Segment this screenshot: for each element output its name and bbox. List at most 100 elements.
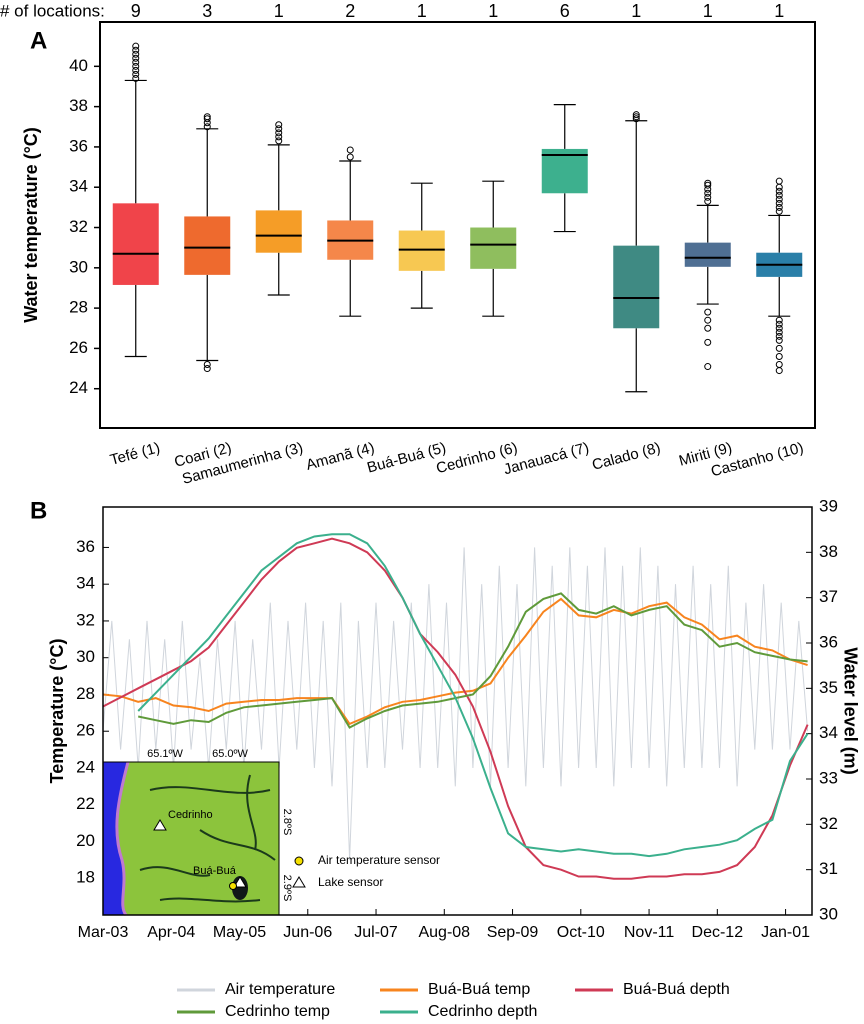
box [184,216,231,275]
y-axis-label: Temperature (°C) [47,639,67,784]
y2-axis-label: Water level (m) [840,647,860,774]
y-tick-label: 28 [76,684,95,703]
outlier [775,191,783,199]
y-tick-label: 30 [69,257,88,276]
legend-label: Cedrinho depth [428,1003,537,1020]
outlier [775,352,783,360]
y-tick-label: 40 [69,56,88,75]
x-tick-label: Tefé (1) [108,439,162,469]
x-tick-label: Buá-Buá (5) [365,439,448,476]
outlier [775,177,783,185]
outlier [632,111,640,119]
outlier [704,308,712,316]
y2-tick-label: 36 [819,632,838,651]
plot-frame [99,21,816,429]
x-tick-label: Jan-01 [761,924,810,941]
map-channel [199,829,276,861]
outlier [275,121,283,129]
box [613,245,660,329]
outlier [775,367,783,375]
outlier [132,66,140,74]
outlier [132,46,140,54]
count-label: 1 [631,1,641,21]
series-line [137,592,808,729]
y-tick-label: 20 [76,831,95,850]
x-tick-label: Apr-04 [147,924,195,941]
outlier [203,361,211,369]
outlier [346,153,354,161]
y-tick-label: 36 [69,136,88,155]
legend-marker [292,876,306,888]
lake-sensor [233,876,247,888]
outlier [704,179,712,187]
outlier [775,195,783,203]
outlier [704,181,712,189]
outlier [775,203,783,211]
y-tick-label: 32 [76,610,95,629]
lon-label: 65.1ºW [147,748,183,760]
y-tick-label: 18 [76,868,95,887]
outlier [775,361,783,369]
outlier [132,62,140,70]
box [255,210,302,253]
count-label: 9 [131,1,141,21]
outlier [775,187,783,195]
river-bank [115,761,130,916]
outlier [775,316,783,324]
outlier [775,328,783,336]
y-tick-label: 32 [69,217,88,236]
box [541,148,588,194]
y2-tick-label: 35 [819,678,838,697]
series-line [102,537,809,880]
y-tick-label: 24 [69,378,88,397]
outlier [775,336,783,344]
outlier [275,133,283,141]
map-channel [246,774,257,851]
site-label: Buá-Buá [193,865,237,877]
outlier [132,42,140,50]
outlier [275,137,283,145]
y2-tick-label: 39 [819,496,838,515]
series-line [102,597,808,726]
outlier [632,113,640,121]
outlier [704,197,712,205]
lon-label: 65.0ºW [212,748,248,760]
outlier [704,363,712,371]
legend-label: Buá-Buá temp [428,981,530,998]
outlier [775,332,783,340]
map-channel [159,897,261,903]
y2-tick-label: 37 [819,587,838,606]
count-label: 6 [560,1,570,21]
legend-label: Cedrinho temp [225,1003,330,1020]
site-label: Cedrinho [168,809,213,821]
count-label: 1 [774,1,784,21]
outlier [346,146,354,154]
outlier [704,193,712,201]
y-tick-label: 26 [69,338,88,357]
x-tick-label: Jun-06 [283,924,332,941]
count-label: 3 [202,1,212,21]
y-tick-label: 36 [76,537,95,556]
count-label: 1 [417,1,427,21]
y-tick-label: 22 [76,794,95,813]
outlier [704,189,712,197]
plot-frame [102,506,813,916]
x-tick-label: Aug-08 [418,924,470,941]
x-tick-label: Sep-09 [487,924,539,941]
y2-tick-label: 31 [819,859,838,878]
river [103,762,128,915]
outlier [132,74,140,82]
y-tick-label: 38 [69,96,88,115]
box [470,227,517,269]
y-tick-label: 30 [76,647,95,666]
y2-tick-label: 38 [819,542,838,561]
y-axis-label: Water temperature (°C) [21,127,41,323]
outlier [775,199,783,207]
x-tick-label: Nov-11 [624,924,674,941]
map-legend-label: Air temperature sensor [318,853,440,867]
y-tick-label: 24 [76,757,95,776]
x-tick-label: Calado (8) [590,439,662,474]
lat-label: 2.8ºS [281,809,293,836]
outlier [704,316,712,324]
